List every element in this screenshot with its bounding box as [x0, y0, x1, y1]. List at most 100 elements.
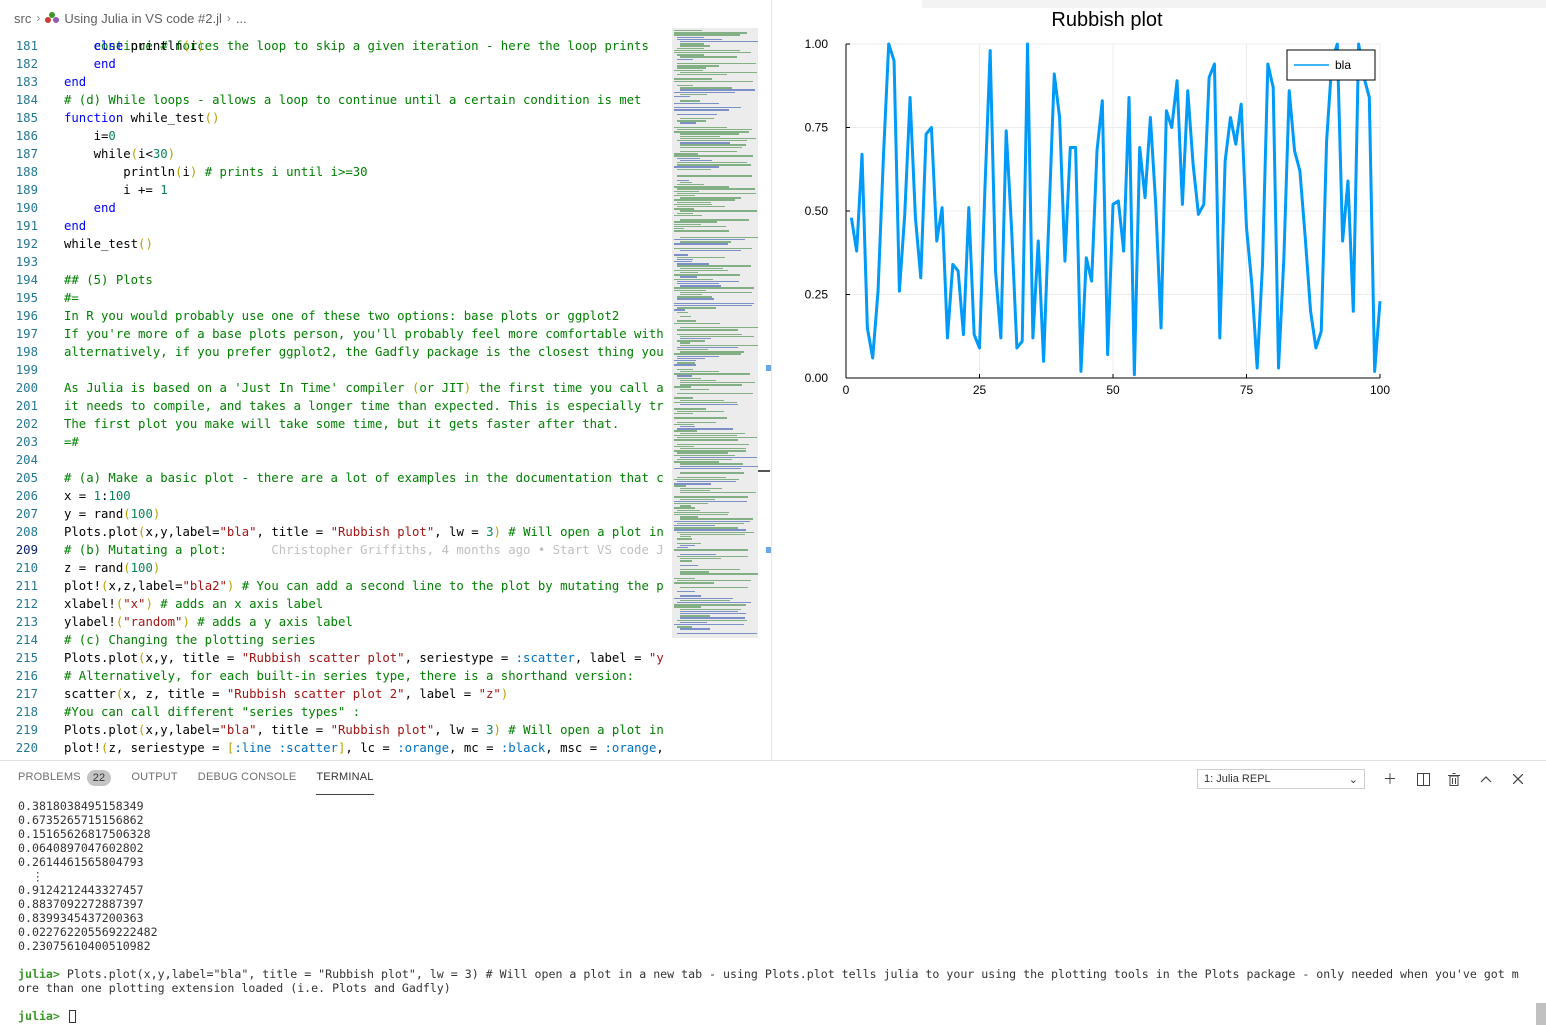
- chevron-up-icon[interactable]: [1476, 769, 1496, 789]
- code-line[interactable]: 190 end: [0, 199, 770, 217]
- code-line[interactable]: 209 # (b) Mutating a plot: Christopher Gr…: [0, 541, 770, 559]
- minimap-line: [680, 505, 691, 507]
- terminal-cursor[interactable]: [68, 1010, 76, 1023]
- scrollbar-marker: [766, 547, 771, 553]
- code-line[interactable]: 188 println(i) # prints i until i>=30: [0, 163, 770, 181]
- terminal-line: 0.6735265715156862: [18, 813, 144, 827]
- minimap-line: [677, 157, 701, 159]
- split-icon[interactable]: [1413, 769, 1433, 789]
- minimap-line: [677, 362, 695, 364]
- minimap-line: [680, 599, 731, 602]
- minimap-line: [674, 364, 696, 366]
- minimap-line: [674, 243, 729, 245]
- code-line[interactable]: 200 As Julia is based on a 'Just In Time'…: [0, 379, 770, 397]
- code-line[interactable]: 184 # (d) While loops - allows a loop to …: [0, 91, 770, 109]
- code-line[interactable]: 193: [0, 253, 770, 271]
- code-text: end: [93, 57, 116, 71]
- minimap-line: [680, 489, 710, 492]
- minimap-line: [677, 307, 716, 309]
- minimap-line: [680, 151, 738, 153]
- code-line[interactable]: 206 x = 1:100: [0, 487, 770, 505]
- minimap-line: [674, 461, 720, 463]
- code-line[interactable]: 187 while(i<30): [0, 145, 770, 163]
- line-number: 203: [15, 435, 38, 449]
- code-line[interactable]: 213 ylabel!("random") # adds a y axis lab…: [0, 613, 770, 631]
- code-line[interactable]: 196 In R you would probably use one of th…: [0, 307, 770, 325]
- minimap-line: [680, 267, 724, 269]
- code-line[interactable]: 218 #You can call different "series types…: [0, 703, 770, 721]
- code-line[interactable]: 199: [0, 361, 770, 379]
- minimap-line: [674, 155, 754, 157]
- terminal-line: 0.23075610400510982: [18, 939, 151, 953]
- code-line[interactable]: 185 function while_test(): [0, 109, 770, 127]
- code-line[interactable]: 212 xlabel!("x") # adds an x axis label: [0, 595, 770, 613]
- code-line[interactable]: 181 else println(i): [0, 37, 770, 55]
- line-number: 200: [15, 381, 38, 395]
- close-icon[interactable]: [1508, 769, 1528, 789]
- minimap-line: [674, 514, 728, 516]
- line-number: 202: [15, 417, 38, 431]
- code-line[interactable]: 215 Plots.plot(x,y, title = "Rubbish scat…: [0, 649, 770, 667]
- code-line[interactable]: 194 ## (5) Plots: [0, 271, 770, 289]
- code-line[interactable]: 198 alternatively, if you prefer ggplot2,…: [0, 343, 770, 361]
- x-tick-label: 75: [1240, 383, 1254, 397]
- minimap-line: [680, 536, 692, 538]
- minimap-line: [677, 443, 750, 445]
- minimap-line: [674, 386, 691, 388]
- code-line[interactable]: 205 # (a) Make a basic plot - there are a…: [0, 469, 770, 487]
- code-line[interactable]: 202 The first plot you make will take som…: [0, 415, 770, 433]
- code-line[interactable]: 203 =#: [0, 433, 770, 451]
- code-line[interactable]: 189 i += 1: [0, 181, 770, 199]
- breadcrumb-folder[interactable]: src: [14, 10, 32, 26]
- trash-icon[interactable]: [1444, 769, 1464, 789]
- tab-problems[interactable]: PROBLEMS 22: [18, 770, 112, 795]
- code-text: # (d) While loops - allows a loop to con…: [64, 93, 642, 107]
- code-line[interactable]: 207 y = rand(100): [0, 505, 770, 523]
- code-line[interactable]: 183 end: [0, 73, 770, 91]
- code-editor[interactable]: continue # forces the loop to skip a giv…: [0, 28, 770, 760]
- code-line[interactable]: 182 end: [0, 55, 770, 73]
- minimap-line: [674, 511, 730, 514]
- minimap-line: [677, 333, 742, 335]
- breadcrumb-more[interactable]: ...: [235, 10, 247, 26]
- tab-debug-console[interactable]: DEBUG CONSOLE: [198, 771, 297, 795]
- minimap-line: [677, 164, 752, 166]
- code-line[interactable]: 197 If you're more of a base plots person…: [0, 325, 770, 343]
- code-text: end: [64, 75, 87, 89]
- line-number: 189: [15, 183, 38, 197]
- plot-pane[interactable]: 0 25 50 75 100 0.00 0.25 0.50 0.75 1.00 bla Rubbi…: [771, 0, 1546, 760]
- code-line[interactable]: 214 # (c) Changing the plotting series: [0, 631, 770, 649]
- plus-icon[interactable]: ＋: [1383, 771, 1397, 787]
- code-line[interactable]: 204: [0, 451, 770, 469]
- minimap-line: [674, 153, 699, 155]
- code-line[interactable]: 201 it needs to compile, and takes a long…: [0, 397, 770, 415]
- code-line[interactable]: 217 scatter(x, z, title = "Rubbish scatte…: [0, 685, 770, 703]
- code-line[interactable]: 186 i=0: [0, 127, 770, 145]
- code-line[interactable]: 211 plot!(x,z,label="bla2") # You can add…: [0, 577, 770, 595]
- minimap-line: [680, 89, 755, 91]
- terminal-scrollbar[interactable]: [1536, 1003, 1546, 1025]
- code-text: i += 1: [64, 183, 168, 197]
- code-text: As Julia is based on a 'Just In Time' co…: [64, 381, 664, 395]
- code-line[interactable]: 216 # Alternatively, for each built-in se…: [0, 667, 770, 685]
- breadcrumb-file[interactable]: Using Julia in VS code #2.jl: [64, 10, 222, 26]
- code-line[interactable]: 210 z = rand(100): [0, 559, 770, 577]
- minimap-line: [680, 210, 757, 212]
- terminal-output[interactable]: 0.3818038495158349 0.6735265715156862 0.15…: [18, 799, 1528, 1024]
- minimap[interactable]: [672, 28, 758, 638]
- terminal-selector[interactable]: 1: Julia REPL ⌄: [1197, 769, 1365, 789]
- legend-label: bla: [1335, 58, 1351, 72]
- tab-output[interactable]: OUTPUT: [131, 771, 177, 795]
- tab-terminal[interactable]: TERMINAL: [316, 771, 374, 795]
- code-line[interactable]: 219 Plots.plot(x,y,label="bla", title = "…: [0, 721, 770, 739]
- minimap-line: [674, 527, 739, 529]
- minimap-line: [680, 87, 733, 89]
- minimap-line: [674, 96, 690, 98]
- code-line[interactable]: 191 end: [0, 217, 770, 235]
- code-line[interactable]: 192 while_test(): [0, 235, 770, 253]
- code-line[interactable]: 208 Plots.plot(x,y,label="bla", title = "…: [0, 523, 770, 541]
- code-line[interactable]: 195 #=: [0, 289, 770, 307]
- code-line[interactable]: 220 plot!(z, seriestype = [:line :scatter…: [0, 739, 770, 757]
- code-line[interactable]: continue # forces the loop to skip a giv…: [0, 28, 770, 53]
- terminal-selector-value: 1: Julia REPL: [1204, 773, 1271, 785]
